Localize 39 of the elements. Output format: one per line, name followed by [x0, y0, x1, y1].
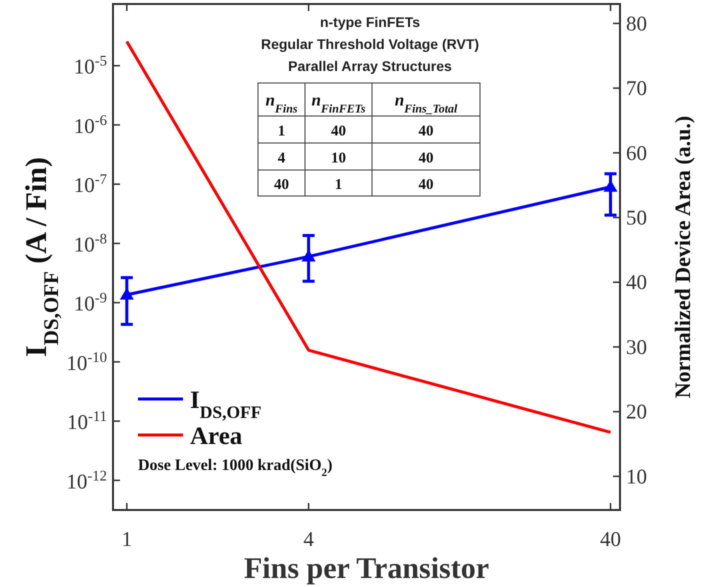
annotation: 1	[334, 177, 342, 193]
x-axis-title: Fins per Transistor	[244, 552, 490, 585]
annotation: 4	[278, 150, 286, 166]
y2-axis-title: Normalized Device Area (a.u.)	[670, 116, 695, 398]
y-tick-label: 10$^{-5}$	[74, 54, 107, 79]
annotation: n$_{Fins_Total}$	[394, 90, 458, 116]
annotation: Regular Threshold Voltage (RVT)	[260, 36, 480, 52]
annotation: Dose Level: 1000 krad(SiO$_{2}$)	[138, 457, 332, 479]
annotation: 40	[418, 124, 434, 140]
annotation: 40	[331, 124, 346, 140]
y2-tick-label: 60	[626, 140, 647, 165]
legend-label: I$_{DS,OFF}$	[190, 387, 262, 422]
y-tick-label: 10$^{-12}$	[66, 468, 107, 494]
x-tick-label: 4	[303, 527, 314, 551]
annotation: Parallel Array Structures	[288, 58, 452, 74]
y-tick-label: 10$^{-10}$	[66, 350, 107, 375]
y2-tick-label: 40	[626, 270, 647, 294]
y-tick-label: 10$^{-8}$	[74, 231, 107, 256]
y-tick-label: 10$^{-6}$	[74, 112, 107, 138]
y-tick-label: 10$^{-9}$	[74, 290, 107, 316]
annotation: 40	[418, 150, 434, 166]
annotation: 10	[331, 150, 346, 166]
y2-tick-label: 50	[626, 206, 647, 230]
x-tick-label: 40	[600, 527, 622, 551]
y2-tick-label: 80	[626, 11, 647, 36]
legend-label: Area	[190, 423, 243, 450]
y-tick-label: 10$^{-7}$	[74, 172, 107, 198]
y2-tick-label: 30	[626, 334, 647, 359]
annotation: 40	[418, 177, 434, 193]
annotation: n$_{Fins}$	[266, 90, 298, 116]
y2-tick-label: 10	[626, 464, 647, 488]
y-tick-label: 10$^{-11}$	[66, 409, 107, 434]
y2-tick-label: 20	[626, 400, 647, 424]
x-tick-label: 1	[122, 527, 132, 551]
y2-tick-label: 70	[626, 76, 647, 100]
annotation: n$_{FinFETs}$	[312, 90, 366, 116]
annotation: 40	[274, 177, 289, 193]
annotation: n-type FinFETs	[320, 14, 420, 30]
annotation: 1	[278, 124, 286, 140]
